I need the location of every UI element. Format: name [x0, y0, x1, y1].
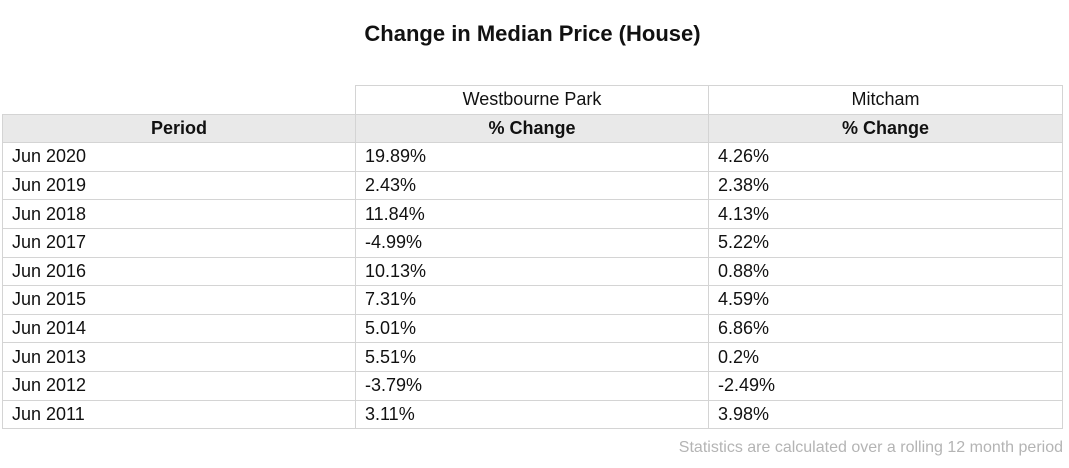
westbourne-change-cell: 11.84% — [355, 199, 709, 229]
westbourne-change-cell: 2.43% — [355, 170, 709, 201]
westbourne-change-cell: 5.01% — [355, 313, 709, 344]
table-row: Jun 2019 2.43% 2.38% — [2, 170, 1063, 201]
westbourne-change-cell: 10.13% — [355, 256, 709, 287]
page-title: Change in Median Price (House) — [364, 21, 701, 46]
table-row: Jun 2016 10.13% 0.88% — [2, 256, 1063, 287]
suburb-name-mitcham: Mitcham — [708, 85, 1063, 115]
suburb-header-row: Westbourne Park Mitcham — [2, 85, 1063, 115]
column-header-mitcham-change: % Change — [708, 113, 1063, 144]
table-row: Jun 2015 7.31% 4.59% — [2, 285, 1063, 315]
table-row: Jun 2013 5.51% 0.2% — [2, 342, 1063, 372]
westbourne-change-cell: 5.51% — [355, 342, 709, 372]
period-cell: Jun 2015 — [2, 285, 356, 315]
column-header-period: Period — [2, 113, 356, 144]
median-price-change-table: Westbourne Park Mitcham Period % Change … — [2, 85, 1063, 430]
mitcham-change-cell: 5.22% — [708, 227, 1063, 258]
table-row: Jun 2014 5.01% 6.86% — [2, 313, 1063, 344]
table-row: Jun 2012 -3.79% -2.49% — [2, 370, 1063, 401]
table-row: Jun 2018 11.84% 4.13% — [2, 199, 1063, 229]
period-cell: Jun 2019 — [2, 170, 356, 201]
statistics-footnote: Statistics are calculated over a rolling… — [678, 439, 1063, 456]
period-cell: Jun 2013 — [2, 342, 356, 372]
westbourne-change-cell: -3.79% — [355, 370, 709, 401]
mitcham-change-cell: 4.13% — [708, 199, 1063, 229]
mitcham-change-cell: 6.86% — [708, 313, 1063, 344]
table-row: Jun 2017 -4.99% 5.22% — [2, 227, 1063, 258]
mitcham-change-cell: 0.88% — [708, 256, 1063, 287]
column-header-westbourne-change: % Change — [355, 113, 709, 144]
period-cell: Jun 2018 — [2, 199, 356, 229]
mitcham-change-cell: -2.49% — [708, 370, 1063, 401]
suburb-name-westbourne-park: Westbourne Park — [355, 85, 709, 115]
period-cell: Jun 2016 — [2, 256, 356, 287]
mitcham-change-cell: 2.38% — [708, 170, 1063, 201]
westbourne-change-cell: 3.11% — [355, 399, 709, 430]
westbourne-change-cell: 7.31% — [355, 285, 709, 315]
empty-corner-cell — [2, 85, 356, 115]
period-cell: Jun 2011 — [2, 399, 356, 430]
mitcham-change-cell: 4.59% — [708, 285, 1063, 315]
table-row: Jun 2011 3.11% 3.98% — [2, 399, 1063, 430]
mitcham-change-cell: 4.26% — [708, 142, 1063, 172]
westbourne-change-cell: -4.99% — [355, 227, 709, 258]
westbourne-change-cell: 19.89% — [355, 142, 709, 172]
table-row: Jun 2020 19.89% 4.26% — [2, 142, 1063, 172]
period-cell: Jun 2014 — [2, 313, 356, 344]
period-cell: Jun 2012 — [2, 370, 356, 401]
mitcham-change-cell: 0.2% — [708, 342, 1063, 372]
mitcham-change-cell: 3.98% — [708, 399, 1063, 430]
column-header-row: Period % Change % Change — [2, 113, 1063, 144]
period-cell: Jun 2017 — [2, 227, 356, 258]
period-cell: Jun 2020 — [2, 142, 356, 172]
